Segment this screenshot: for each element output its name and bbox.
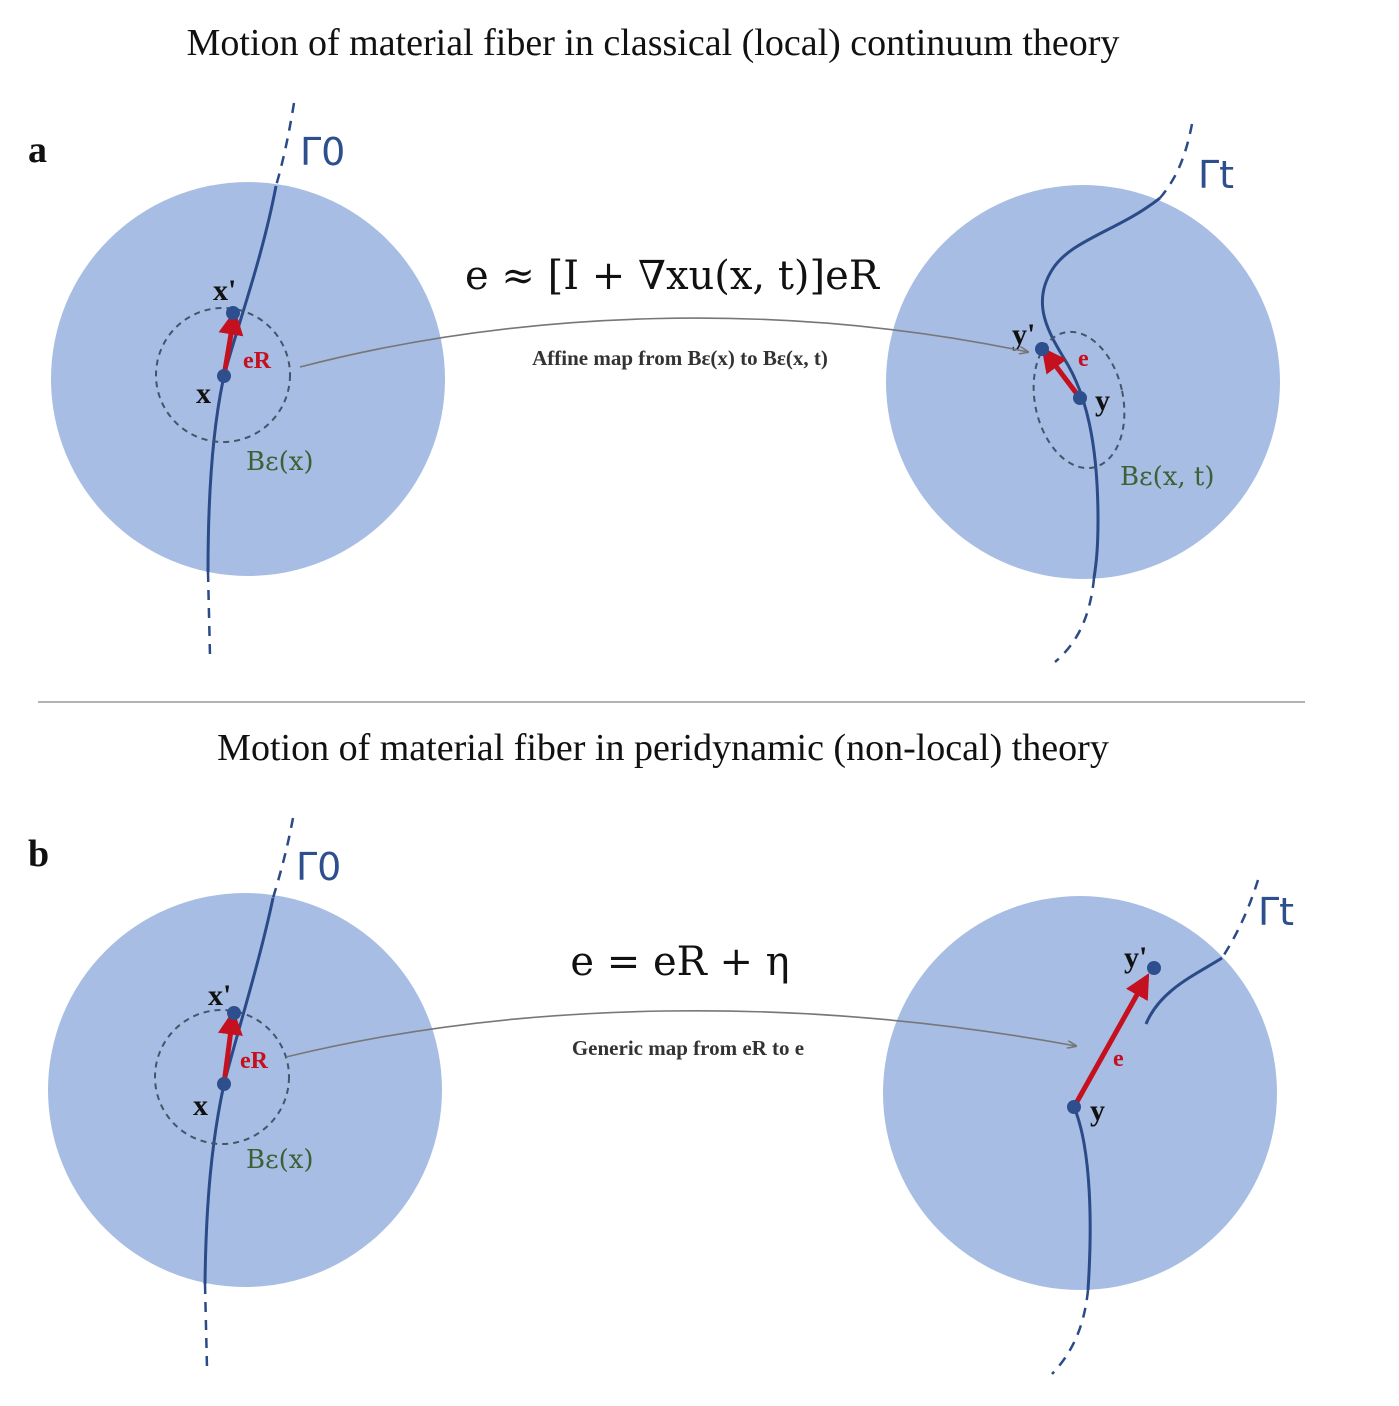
point-y (1073, 391, 1087, 405)
fiber-gamma0-lower-dashed (203, 1283, 209, 1369)
deformed-body-disk (886, 185, 1280, 579)
panel-a: Motion of material fiber in classical (l… (28, 22, 1280, 663)
formula-affine: e ≈ [I + ∇xu(x, t)]eR (465, 253, 881, 299)
point-x (217, 369, 231, 383)
formula-generic: e = eR + η (570, 939, 789, 985)
point-x-label: x (196, 377, 211, 410)
ball-left-label: Bε(x) (246, 447, 314, 477)
point-y-label: y (1095, 384, 1110, 417)
panel-b-title: Motion of material fiber in peridynamic … (217, 727, 1109, 769)
point-yprime-label: y' (1124, 941, 1147, 974)
map-label-affine: Affine map from Bε(x) to Bε(x, t) (532, 346, 828, 370)
ball-left (154, 1009, 290, 1145)
vector-e-label: e (1113, 1046, 1124, 1072)
fiber-gammat-upper-dashed (1220, 879, 1260, 959)
vector-eR (218, 1009, 243, 1085)
vector-e-label: e (1078, 346, 1089, 372)
panel-a-label: a (28, 129, 47, 171)
panel-b-label: b (28, 833, 49, 875)
fiber-gammat-segment-lower (1072, 1106, 1092, 1291)
vector-eR-label: eR (243, 348, 272, 374)
ball-left-label: Bε(x) (246, 1145, 314, 1175)
point-xprime-label: x' (213, 274, 236, 307)
gamma0-label: Γ0 (296, 845, 341, 889)
point-xprime (227, 1006, 241, 1020)
fiber-gamma0-upper-dashed (271, 817, 295, 899)
panel-b: Motion of material fiber in peridynamic … (28, 727, 1294, 1375)
reference-body-disk (48, 893, 442, 1287)
point-y-label: y (1090, 1094, 1105, 1127)
point-yprime (1035, 342, 1049, 356)
point-x-label: x (193, 1089, 208, 1122)
fiber-gammat-lower-dashed (1054, 577, 1096, 663)
point-x (217, 1077, 231, 1091)
ball-left (155, 307, 291, 443)
point-yprime-label: y' (1012, 318, 1035, 351)
panel-a-title: Motion of material fiber in classical (l… (187, 22, 1120, 64)
fiber-gammat-lower-dashed (1051, 1289, 1090, 1375)
gammat-label: Γt (1198, 153, 1234, 197)
fiber-gamma0-upper-dashed (274, 102, 296, 187)
map-arrow-affine (299, 317, 1028, 368)
fiber-gamma0-lower-dashed (206, 571, 212, 657)
fiber-gammat-segment-upper (1144, 956, 1223, 1025)
vector-e (1041, 347, 1082, 400)
point-xprime-label: x' (208, 979, 231, 1012)
point-y (1067, 1100, 1081, 1114)
ball-right-label: Bε(x, t) (1120, 462, 1215, 492)
reference-body-disk (51, 182, 445, 576)
map-arrow-generic (285, 1010, 1076, 1058)
vector-eR (218, 309, 244, 377)
ball-right-deformed (1032, 330, 1126, 470)
point-yprime (1147, 961, 1161, 975)
map-label-generic: Generic map from eR to e (572, 1036, 804, 1060)
fiber-gammat (1040, 196, 1161, 579)
gammat-label: Γt (1258, 890, 1294, 934)
fiber-gammat-upper-dashed (1159, 123, 1194, 199)
point-xprime (226, 306, 240, 320)
gamma0-label: Γ0 (300, 130, 345, 174)
vector-e (1071, 973, 1150, 1109)
vector-eR-label: eR (240, 1048, 269, 1074)
